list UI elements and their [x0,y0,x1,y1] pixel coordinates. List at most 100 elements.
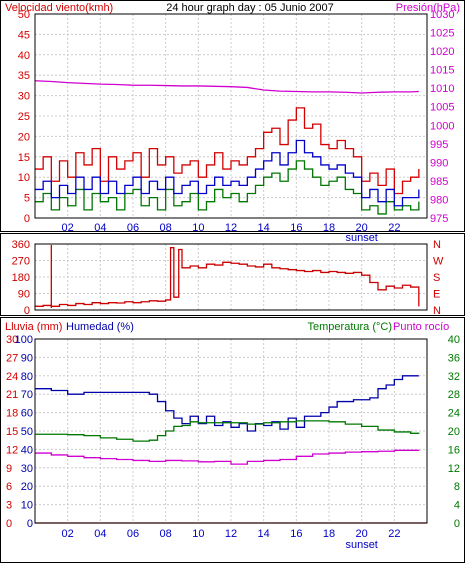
rain-tick-label: 12 [6,444,18,456]
pressure-tick-label: 990 [430,157,448,169]
wind-tick-label: 40 [18,50,30,62]
humidity-axis-title: Humedad (%) [66,321,134,333]
hour-tick-label: 22 [388,222,400,234]
temperature-tick-label: 32 [448,371,460,383]
compass-tick-label: W [433,256,444,268]
pressure-tick-label: 1020 [430,46,454,58]
humidity-tick-label: 40 [21,444,33,456]
rain-axis-title: Lluvia (mm) [5,321,62,333]
wind-low-line [35,160,420,215]
sunset-label: sunset [345,539,377,551]
compass-tick-label: N [433,239,441,251]
pressure-tick-label: 1010 [430,83,454,95]
hour-tick-label: 16 [290,528,302,540]
temperature-tick-label: 28 [448,389,460,401]
compass-tick-label: E [433,289,440,301]
direction-tick-label: 360 [12,239,30,251]
rain-tick-label: 27 [6,352,18,364]
hour-tick-label: 18 [323,528,335,540]
direction-tick-label: 0 [24,305,30,317]
pressure-tick-label: 975 [430,213,448,225]
humidity-tick-label: 90 [21,352,33,364]
humidity-tick-label: 10 [21,500,33,512]
rain-tick-label: 9 [6,463,12,475]
rain-tick-label: 21 [6,389,18,401]
hour-tick-label: 08 [160,222,172,234]
wind-tick-label: 10 [18,172,30,184]
pressure-tick-label: 1030 [430,9,454,21]
humidity-tick-label: 60 [21,408,33,420]
humidity-tick-label: 70 [21,389,33,401]
wind-average-line [35,139,420,207]
dewpoint-line [35,449,420,465]
pressure-tick-label: 1025 [430,28,454,40]
hour-tick-label: 16 [290,222,302,234]
hour-tick-label: 10 [192,222,204,234]
panel1-plot-frame [34,13,428,219]
temperature-tick-label: 16 [448,444,460,456]
hour-tick-label: 20 [356,222,368,234]
humidity-tick-label: 0 [27,518,33,530]
wind-tick-label: 0 [24,213,30,225]
humidity-line [35,375,419,432]
compass-tick-label: N [433,305,441,317]
pressure-tick-label: 1015 [430,65,454,77]
dewpoint-axis-title: Punto rocío [393,321,449,333]
humidity-tick-label: 100 [15,334,33,346]
hour-tick-label: 02 [62,222,74,234]
panel3-outer-frame [0,317,465,563]
hour-tick-label: 12 [225,528,237,540]
wind-tick-label: 35 [18,70,30,82]
temperature-tick-label: 40 [448,334,460,346]
hour-tick-label: 22 [388,528,400,540]
wind-tick-label: 50 [18,9,30,21]
hour-tick-label: 02 [62,528,74,540]
humidity-tick-label: 80 [21,371,33,383]
hour-tick-label: 10 [192,528,204,540]
wind-tick-label: 20 [18,131,30,143]
pressure-line [34,80,419,94]
hour-tick-label: 04 [94,528,106,540]
temperature-tick-label: 36 [448,352,460,364]
temperature-tick-label: 4 [454,500,460,512]
hour-tick-label: 18 [323,222,335,234]
panel2-plot-frame [34,243,428,311]
pressure-axis-title: Presión(hPa) [396,2,460,14]
hour-tick-label: 12 [225,222,237,234]
rain-tick-label: 18 [6,408,18,420]
wind-speed-line [35,107,420,195]
pressure-tick-label: 980 [430,194,448,206]
rain-tick-label: 0 [6,518,12,530]
temperature-line [35,420,420,442]
chart-title: 24 hour graph day : 05 Junio 2007 [166,2,334,14]
humidity-tick-label: 50 [21,426,33,438]
sunset-label: sunset [345,232,377,244]
rain-tick-label: 6 [6,481,12,493]
temperature-tick-label: 20 [448,426,460,438]
wind-axis-title: Velocidad viento(kmh) [5,2,113,14]
pressure-tick-label: 995 [430,139,448,151]
rain-tick-label: 3 [6,500,12,512]
rain-tick-label: 30 [6,334,18,346]
temperature-tick-label: 12 [448,463,460,475]
pressure-tick-label: 1000 [430,120,454,132]
temperature-tick-label: 8 [454,481,460,493]
temperature-tick-label: 0 [454,518,460,530]
direction-tick-label: 90 [18,289,30,301]
pressure-tick-label: 985 [430,176,448,188]
humidity-tick-label: 30 [21,463,33,475]
pressure-tick-label: 1005 [430,102,454,114]
hour-tick-label: 20 [356,528,368,540]
panel2-outer-frame [0,233,465,316]
hour-tick-label: 14 [258,528,270,540]
panel3-plot-frame [34,338,428,524]
direction-tick-label: 180 [12,272,30,284]
compass-tick-label: S [433,272,440,284]
rain-tick-label: 24 [6,371,18,383]
hour-tick-label: 14 [258,222,270,234]
hour-tick-label: 04 [94,222,106,234]
direction-tick-label: 270 [12,256,30,268]
wind-tick-label: 30 [18,91,30,103]
